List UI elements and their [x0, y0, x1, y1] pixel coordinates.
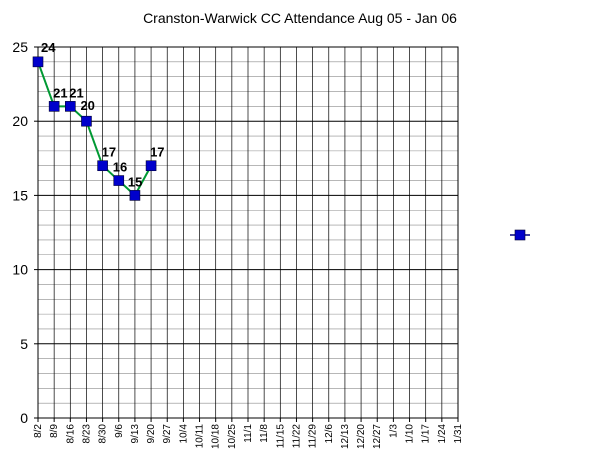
data-point: [97, 160, 108, 172]
y-tick-label: 0: [20, 410, 28, 426]
x-tick-label: 1/10: [405, 424, 416, 444]
x-tick-label: 12/13: [340, 424, 351, 449]
x-tick-label: 8/9: [49, 424, 60, 438]
x-tick-label: 11/1: [243, 424, 254, 443]
data-point: [113, 175, 125, 186]
x-tick-label: 1/3: [388, 424, 399, 438]
x-tick-label: 1/31: [453, 424, 464, 444]
data-point: [48, 101, 60, 112]
x-tick-label: 8/30: [98, 424, 109, 444]
y-tick-label: 25: [12, 39, 28, 55]
data-label: 20: [80, 98, 94, 113]
legend: [510, 229, 530, 241]
y-tick-label: 15: [12, 187, 28, 203]
x-tick-label: 9/13: [130, 424, 141, 444]
x-tick-label: 11/29: [308, 424, 319, 449]
legend-marker: [514, 229, 526, 241]
x-tick-label: 12/27: [372, 424, 383, 449]
x-tick-label: 11/8: [259, 424, 270, 443]
x-tick-label: 10/4: [178, 424, 189, 444]
x-tick-label: 12/20: [356, 424, 367, 449]
data-label: 24: [41, 40, 56, 55]
data-label: 21: [69, 85, 83, 100]
data-point: [65, 101, 76, 112]
x-tick-label: 11/22: [291, 424, 302, 449]
data-label: 17: [102, 145, 116, 160]
x-tick-label: 1/17: [421, 424, 432, 444]
x-tick-label: 8/23: [81, 424, 92, 444]
x-axis-ticks: 8/2 8/9 8/16 8/23 8/30 9/6 9/13 9/20 9/27 10/4 10/…: [33, 418, 464, 449]
x-tick-label: 12/6: [324, 424, 335, 444]
x-tick-label: 1/24: [437, 424, 448, 444]
x-tick-label: 8/2: [33, 424, 44, 438]
data-label: 15: [128, 174, 142, 189]
chart-title: Cranston-Warwick CC Attendance Aug 05 - …: [143, 10, 457, 26]
x-tick-label: 9/20: [146, 424, 157, 444]
data-label: 16: [113, 160, 127, 175]
x-tick-label: 11/15: [275, 424, 286, 449]
data-point: [81, 115, 92, 127]
x-tick-label: 9/27: [162, 424, 173, 444]
data-point: [32, 56, 44, 68]
data-label: 21: [53, 85, 67, 100]
x-tick-label: 8/16: [65, 424, 76, 444]
y-tick-label: 5: [20, 336, 28, 352]
y-tick-label: 10: [12, 262, 28, 278]
x-tick-label: 10/11: [195, 424, 206, 449]
x-tick-label: 10/18: [211, 424, 222, 449]
y-axis-ticks: 0 5 10 15 20 25: [12, 39, 38, 426]
data-label: 17: [150, 145, 164, 160]
minor-grid: [38, 47, 458, 418]
y-tick-label: 20: [12, 113, 28, 129]
data-point: [129, 190, 141, 201]
data-point: [145, 160, 157, 172]
major-grid: [38, 120, 458, 345]
x-tick-label: 9/6: [114, 424, 125, 438]
x-tick-label: 10/25: [227, 424, 238, 449]
